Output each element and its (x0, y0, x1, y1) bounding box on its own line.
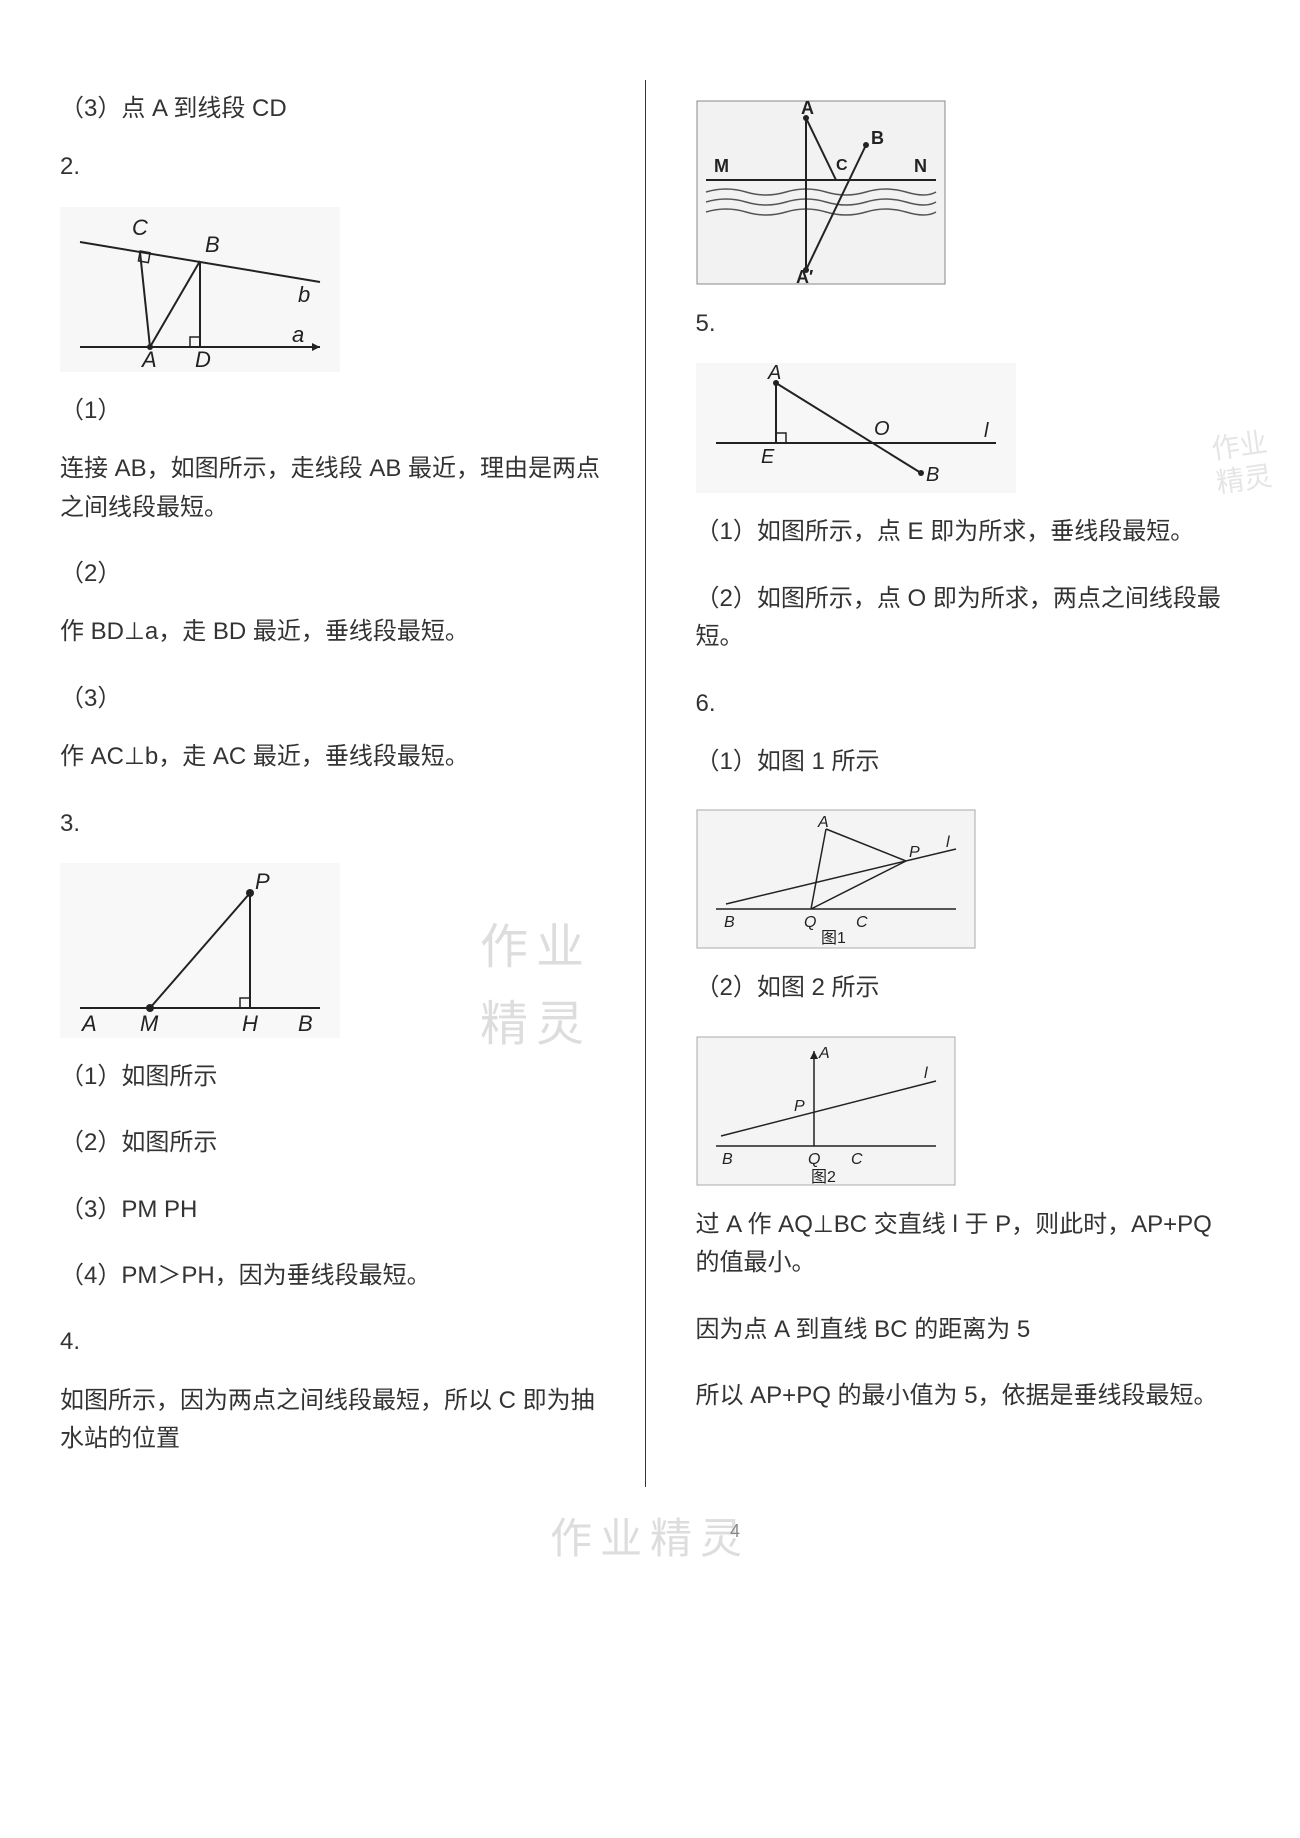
q2-part2-num: （2） (60, 555, 605, 593)
q2-part3-text: 作 AC⊥b，走 AC 最近，垂线段最短。 (60, 738, 605, 776)
svg-text:图1: 图1 (821, 930, 846, 947)
q5-part1: （1）如图所示，点 E 即为所求，垂线段最短。 (696, 513, 1241, 551)
figure-q2: C B b A D a (60, 207, 605, 372)
svg-text:B: B (298, 1011, 313, 1036)
svg-text:b: b (298, 282, 310, 307)
svg-text:C: C (836, 157, 848, 174)
svg-text:O: O (874, 418, 890, 440)
right-column: 作业 精灵 (686, 80, 1241, 1487)
q1-part3: （3）点 A 到线段 CD (60, 90, 605, 128)
figure-q6b-svg: A P l B Q C 图2 (696, 1036, 956, 1186)
q3-head: 3. (60, 805, 605, 843)
q2-part1-num: （1） (60, 392, 605, 430)
q5-part2: （2）如图所示，点 O 即为所求，两点之间线段最短。 (696, 580, 1241, 657)
figure-q3: P A M H B (60, 863, 605, 1038)
svg-text:B: B (724, 914, 735, 931)
svg-text:l: l (946, 834, 950, 851)
svg-text:C: C (856, 914, 868, 931)
svg-text:A: A (801, 100, 814, 118)
svg-text:A: A (140, 347, 157, 372)
svg-text:C: C (132, 215, 148, 240)
page-number: 4 (730, 1517, 740, 1546)
svg-text:N: N (914, 156, 927, 176)
svg-text:P: P (255, 869, 270, 894)
svg-text:A: A (818, 1045, 830, 1062)
svg-text:B: B (871, 128, 884, 148)
svg-text:Q: Q (804, 914, 816, 931)
q2-part2-text: 作 BD⊥a，走 BD 最近，垂线段最短。 (60, 613, 605, 651)
q6-text1: 过 A 作 AQ⊥BC 交直线 l 于 P，则此时，AP+PQ 的值最小。 (696, 1206, 1241, 1283)
svg-text:l: l (984, 420, 989, 442)
figure-q6a-svg: A P l B Q C 图1 (696, 809, 976, 949)
svg-text:A′: A′ (796, 267, 813, 285)
q6-part1: （1）如图 1 所示 (696, 743, 1241, 781)
svg-text:P: P (909, 844, 920, 861)
watermark-bottom: 作业精灵 (60, 1507, 1240, 1574)
svg-text:D: D (195, 347, 211, 372)
svg-text:A: A (767, 363, 781, 384)
svg-text:图2: 图2 (811, 1169, 836, 1186)
q3-part1: （1）如图所示 (60, 1058, 605, 1096)
q4-text: 如图所示，因为两点之间线段最短，所以 C 即为抽水站的位置 (60, 1382, 605, 1459)
q6-part2: （2）如图 2 所示 (696, 969, 1241, 1007)
q2-part3-num: （3） (60, 680, 605, 718)
svg-text:a: a (292, 322, 304, 347)
svg-text:B: B (926, 464, 939, 486)
figure-q4-svg: A B C M N A′ (696, 100, 946, 285)
svg-text:M: M (140, 1011, 159, 1036)
svg-text:E: E (761, 446, 775, 468)
svg-text:A: A (817, 814, 829, 831)
svg-text:C: C (851, 1151, 863, 1168)
svg-text:P: P (794, 1098, 805, 1115)
svg-text:l: l (924, 1065, 928, 1082)
figure-q5: A E O B l (696, 363, 1241, 493)
q5-head: 5. (696, 305, 1241, 343)
q3-part2: （2）如图所示 (60, 1124, 605, 1162)
q6-text3: 所以 AP+PQ 的最小值为 5，依据是垂线段最短。 (696, 1377, 1241, 1415)
figure-q6b: A P l B Q C 图2 (696, 1036, 1241, 1186)
svg-text:B: B (722, 1151, 733, 1168)
svg-text:A: A (80, 1011, 97, 1036)
svg-text:Q: Q (808, 1151, 820, 1168)
q4-head: 4. (60, 1323, 605, 1361)
q2-part1-text: 连接 AB，如图所示，走线段 AB 最近，理由是两点之间线段最短。 (60, 450, 605, 527)
figure-q3-svg: P A M H B (60, 863, 340, 1038)
q6-head: 6. (696, 685, 1241, 723)
left-column: （3）点 A 到线段 CD 2. (60, 80, 646, 1487)
svg-text:M: M (714, 156, 729, 176)
svg-text:B: B (205, 232, 220, 257)
q3-part3: （3）PM PH (60, 1191, 605, 1229)
q6-text2: 因为点 A 到直线 BC 的距离为 5 (696, 1311, 1241, 1349)
figure-q5-svg: A E O B l (696, 363, 1016, 493)
figure-q4: A B C M N A′ (696, 100, 1241, 285)
q3-part4: （4）PM＞PH，因为垂线段最短。 (60, 1257, 605, 1295)
two-column-layout: （3）点 A 到线段 CD 2. (60, 80, 1240, 1487)
q2-head: 2. (60, 148, 605, 186)
figure-q2-svg: C B b A D a (60, 207, 340, 372)
figure-q6a: A P l B Q C 图1 (696, 809, 1241, 949)
svg-text:H: H (242, 1011, 258, 1036)
